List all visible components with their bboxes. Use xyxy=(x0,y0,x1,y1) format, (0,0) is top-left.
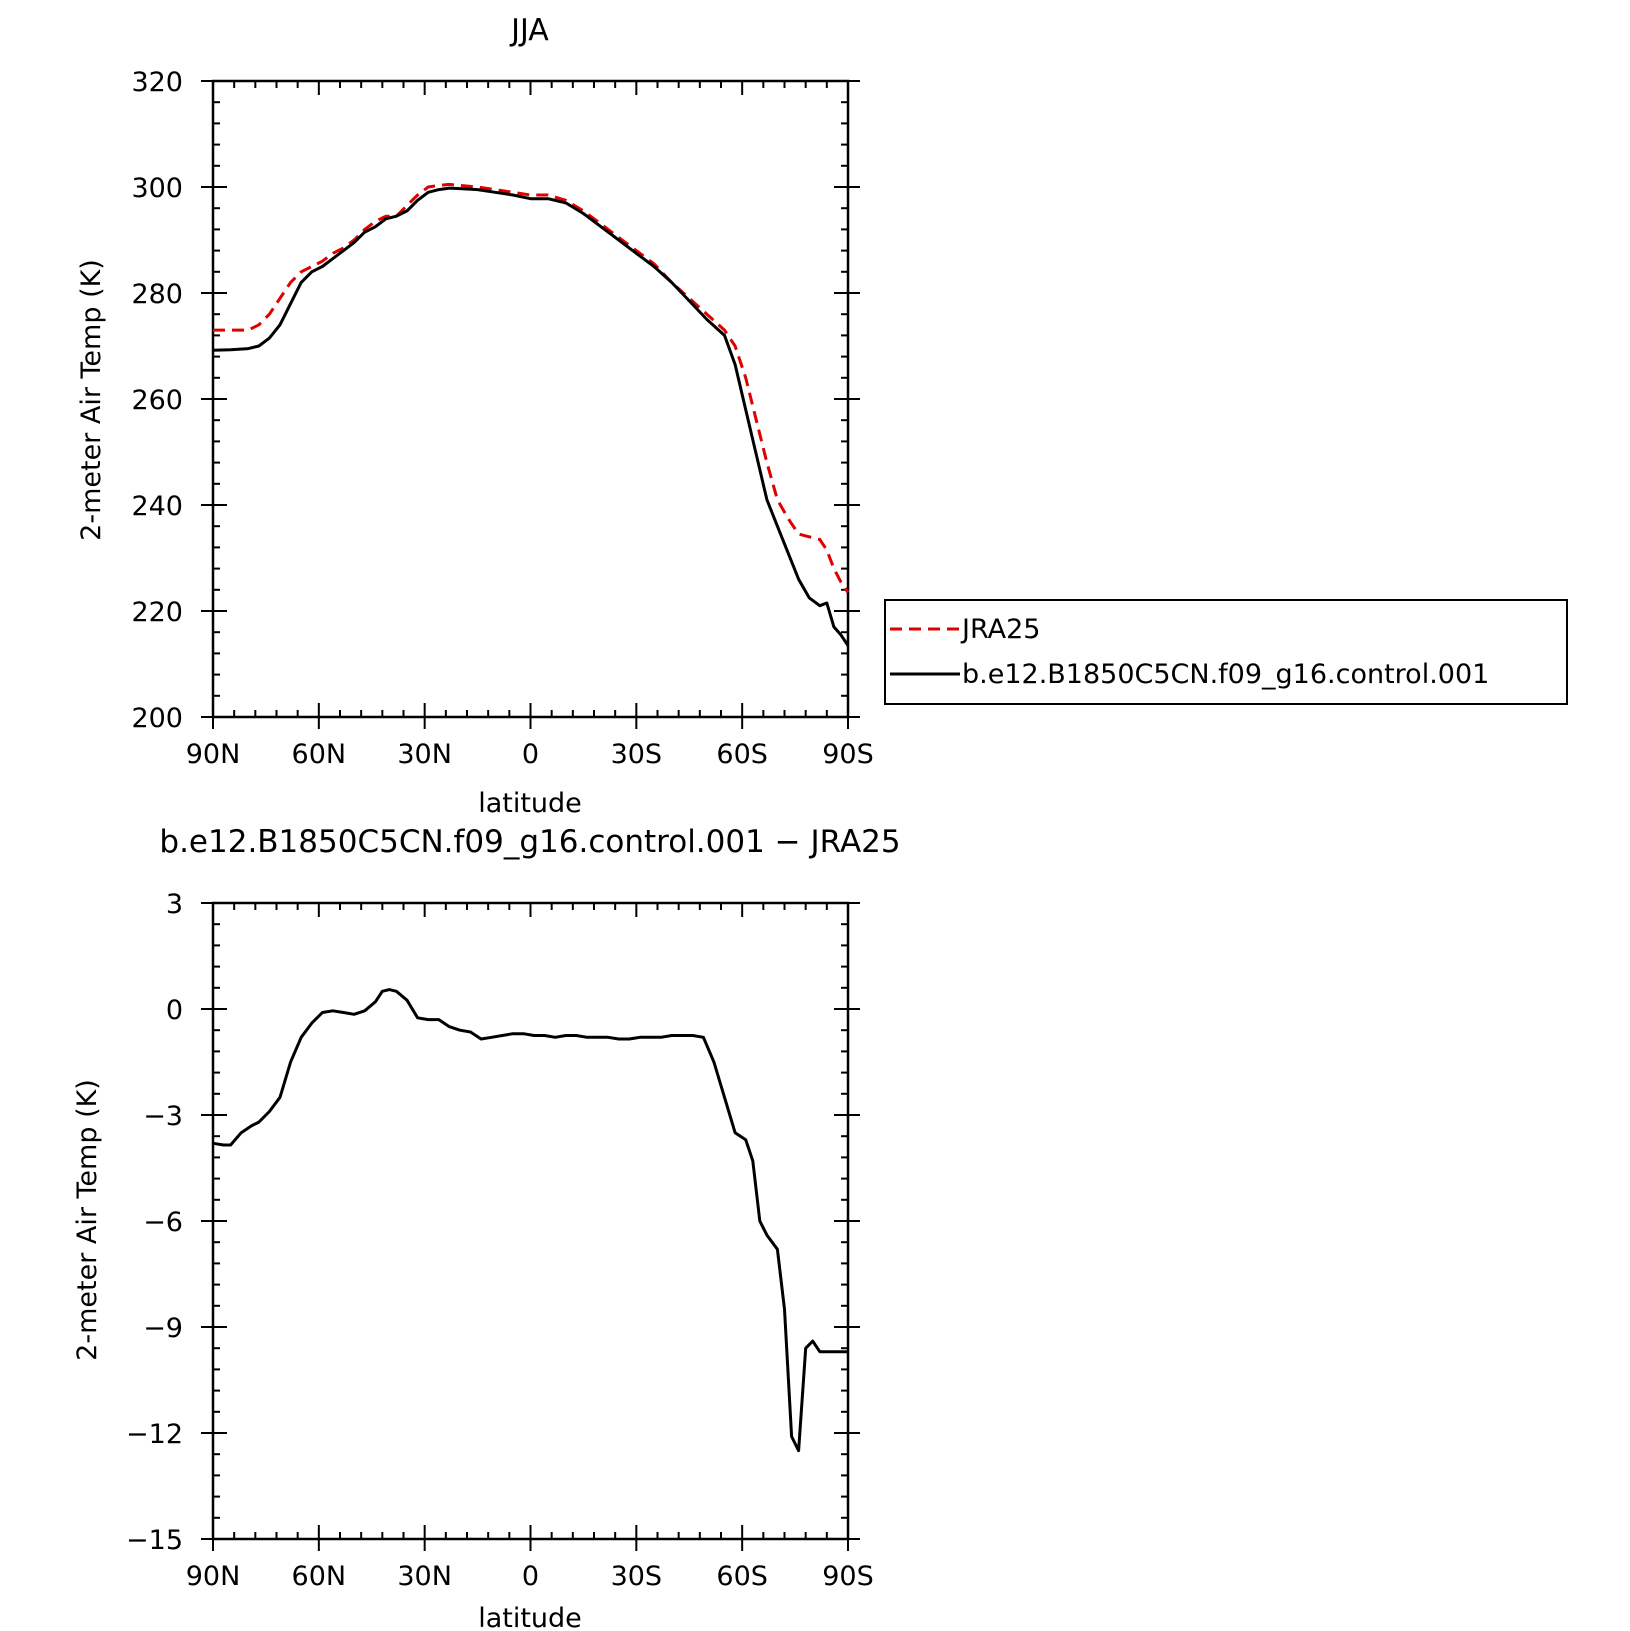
bottom-chart-xtick-label: 30N xyxy=(397,1561,452,1592)
top-chart-ytick-label: 320 xyxy=(131,67,183,98)
bottom-chart-xtick-label: 90S xyxy=(822,1561,874,1592)
top-chart-series-line-1 xyxy=(212,186,850,647)
bottom-chart-xtick-label: 90N xyxy=(186,1561,241,1592)
top-chart-xtick-label: 30N xyxy=(397,739,452,770)
top-chart-plot-area xyxy=(212,182,850,647)
top-chart-xtick-label: 90N xyxy=(186,739,241,770)
bottom-chart-axes: 90N 60N 30N 0 30S 60S 90S −15 −12 −9 −6 −3 0 3 xyxy=(126,889,874,1592)
bottom-chart-ytick-label: −15 xyxy=(126,1525,183,1556)
bottom-chart-ylabel: 2-meter Air Temp (K) xyxy=(72,1079,103,1361)
bottom-chart-ytick-label: 0 xyxy=(166,995,183,1026)
top-chart-ytick-label: 260 xyxy=(131,385,183,416)
top-chart-ytick-label: 300 xyxy=(131,173,183,204)
bottom-chart-ytick-label: −12 xyxy=(126,1419,183,1450)
legend-label-model: b.e12.B1850C5CN.f09_g16.control.001 xyxy=(962,659,1489,690)
top-chart-title: JJA xyxy=(509,13,549,48)
bottom-chart-xtick-label: 60S xyxy=(716,1561,768,1592)
top-chart-ytick-label: 280 xyxy=(131,279,183,310)
top-chart-xtick-label: 60S xyxy=(716,739,768,770)
top-chart-frame xyxy=(211,79,850,719)
top-chart-ytick-label: 220 xyxy=(131,597,183,628)
top-chart-ylabel: 2-meter Air Temp (K) xyxy=(76,259,107,541)
top-chart-xtick-label: 60N xyxy=(292,739,347,770)
bottom-chart-xtick-label: 30S xyxy=(611,1561,663,1592)
legend-box xyxy=(884,599,1568,705)
top-chart-xlabel: latitude xyxy=(478,788,582,819)
top-chart-axes: 90N 60N 30N 0 30S 60S 90S 200 220 240 260 280 300 320 xyxy=(131,67,873,770)
top-chart-xtick-label: 0 xyxy=(522,739,539,770)
top-chart-xtick-label: 30S xyxy=(611,739,663,770)
bottom-chart-plot-area xyxy=(212,988,848,1453)
bottom-chart-ytick-label: 3 xyxy=(166,889,183,920)
bottom-chart-xtick-label: 60N xyxy=(292,1561,347,1592)
bottom-chart-frame xyxy=(211,901,850,1541)
top-chart-ytick-label: 240 xyxy=(131,491,183,522)
bottom-chart-ytick-label: −9 xyxy=(143,1313,183,1344)
top-chart-series-line-0 xyxy=(213,182,850,594)
bottom-chart-series-line-0 xyxy=(212,988,848,1453)
bottom-chart-xlabel: latitude xyxy=(478,1603,582,1631)
bottom-chart-ytick-label: −6 xyxy=(143,1207,183,1238)
bottom-chart-title: b.e12.B1850C5CN.f09_g16.control.001 − JR… xyxy=(159,824,900,860)
legend-label-jra25: JRA25 xyxy=(960,614,1040,645)
top-chart-xtick-label: 90S xyxy=(822,739,874,770)
bottom-chart-xtick-label: 0 xyxy=(522,1561,539,1592)
legend: JRA25 b.e12.B1850C5CN.f09_g16.control.00… xyxy=(884,599,1568,705)
bottom-chart-ytick-label: −3 xyxy=(143,1101,183,1132)
top-chart-ytick-label: 200 xyxy=(131,703,183,734)
